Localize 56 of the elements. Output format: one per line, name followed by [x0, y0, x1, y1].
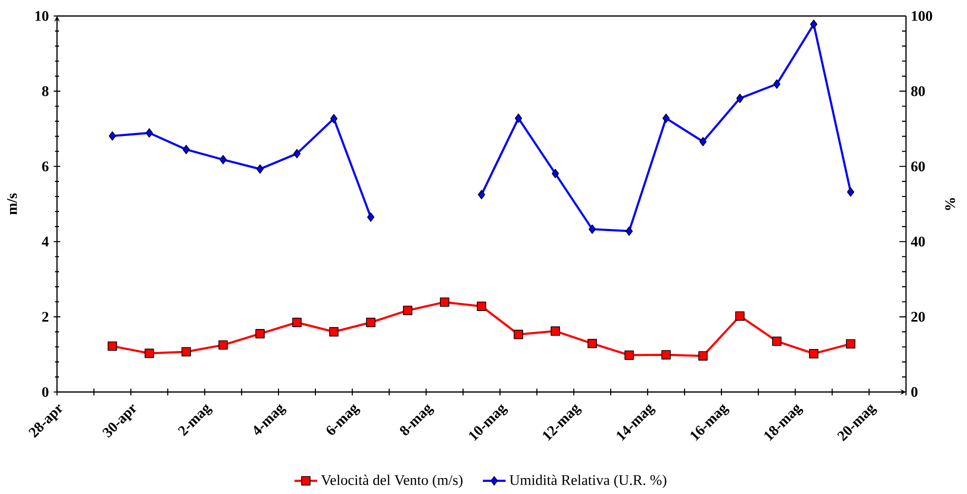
y-axis-title: m/s [7, 193, 17, 215]
point [403, 306, 412, 316]
point [366, 318, 376, 328]
point [146, 128, 153, 138]
y2-tick-label: 0 [911, 387, 918, 397]
y-tick-label: 2 [42, 312, 48, 322]
point [588, 224, 596, 234]
point [698, 351, 708, 361]
point [256, 164, 264, 174]
point [329, 327, 339, 337]
point [144, 348, 154, 358]
legend-label: Umidità Relativa (U.R. %) [510, 474, 666, 488]
y2-tick-label: 40 [910, 236, 925, 247]
y2-tick-label: 20 [911, 312, 925, 322]
point [330, 114, 338, 124]
point [810, 20, 818, 29]
point [478, 190, 486, 200]
point [773, 79, 780, 89]
point [514, 330, 524, 340]
point [662, 114, 670, 123]
point [699, 136, 707, 146]
point [588, 338, 597, 348]
point [772, 336, 782, 346]
y2-tick-label: 100 [912, 11, 932, 21]
point [736, 94, 744, 104]
y-tick-label: 0 [42, 387, 48, 397]
y-tick-label: 6 [42, 161, 49, 172]
point [255, 329, 265, 338]
y2-tick-label: 60 [911, 161, 925, 172]
point [220, 154, 227, 164]
point [367, 212, 374, 222]
y-tick-label: 8 [42, 86, 48, 96]
point [292, 318, 302, 328]
point [661, 350, 671, 360]
point [735, 311, 745, 321]
point [440, 297, 450, 307]
point [108, 131, 116, 141]
point [182, 347, 191, 356]
point [809, 348, 818, 358]
y-tick-label: 4 [42, 236, 49, 246]
point [550, 326, 560, 336]
point [293, 148, 301, 158]
point [626, 226, 633, 236]
point [846, 339, 856, 349]
point [476, 302, 486, 311]
y2-axis-title: % [945, 198, 956, 210]
point [552, 168, 559, 178]
point [182, 144, 190, 154]
legend-label: Velocità del Vento (m/s) [321, 474, 462, 488]
point [108, 341, 118, 351]
y2-tick-label: 80 [911, 86, 925, 96]
point [218, 340, 228, 350]
point [847, 187, 854, 197]
y-tick-label: 10 [35, 11, 48, 21]
point [624, 350, 634, 360]
point [514, 114, 522, 123]
